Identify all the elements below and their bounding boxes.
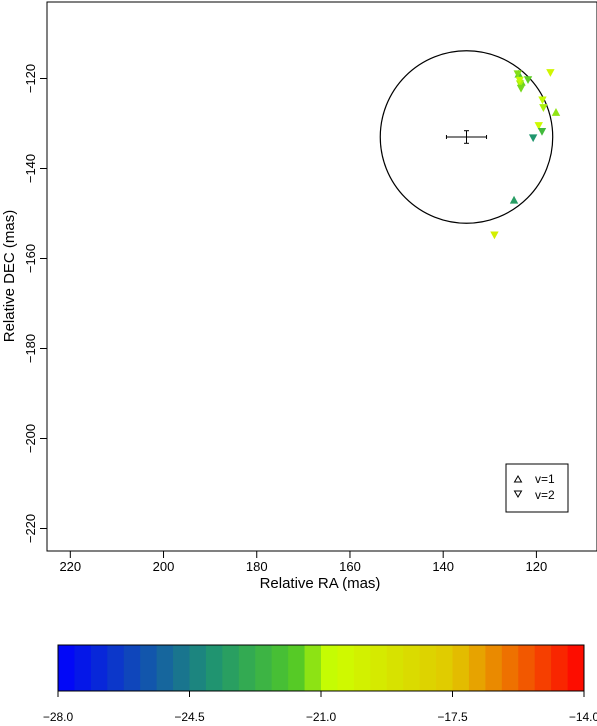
colorbar-segment xyxy=(436,645,453,691)
colorbar-tick-label: −14.0 xyxy=(569,710,597,724)
point-v2 xyxy=(523,76,533,85)
y-axis-title: Relative DEC (mas) xyxy=(1,210,18,343)
point-v2 xyxy=(515,80,525,89)
colorbar-segment xyxy=(107,645,125,691)
x-axis: 220 200 180 160 140 120 xyxy=(59,551,547,574)
plot-area xyxy=(46,1,597,552)
y-tick-label: −120 xyxy=(23,64,38,93)
point-v2 xyxy=(538,96,547,105)
x-tick-label: 220 xyxy=(59,559,81,574)
colorbar-segment xyxy=(518,645,536,691)
point-v1 xyxy=(509,195,519,204)
colorbar-segment xyxy=(321,645,338,691)
point-v2 xyxy=(490,231,499,240)
point-v2 xyxy=(546,69,555,77)
colorbar-segment xyxy=(74,645,92,691)
colorbar-segment xyxy=(551,645,568,691)
colorbar-segment xyxy=(189,645,207,691)
x-tick-label: 140 xyxy=(432,559,454,574)
x-tick-label: 180 xyxy=(246,559,268,574)
legend-label-v1: v=1 xyxy=(535,472,555,486)
colorbar-tick-label: −24.5 xyxy=(174,710,205,724)
point-v2 xyxy=(516,84,526,93)
point-v2 xyxy=(534,122,543,130)
y-tick-label: −180 xyxy=(23,334,38,363)
fit-circle xyxy=(379,50,554,224)
x-tick-label: 120 xyxy=(526,559,548,574)
x-tick-label: 200 xyxy=(153,559,175,574)
colorbar-segment xyxy=(567,645,585,691)
y-tick-label: −160 xyxy=(23,244,38,273)
legend-box xyxy=(505,463,569,513)
colorbar-segment xyxy=(403,645,421,691)
colorbar-tick-label: −21.0 xyxy=(306,710,337,724)
colorbar-segment xyxy=(485,645,503,691)
colorbar-segment xyxy=(140,645,158,691)
point-v2 xyxy=(515,76,524,85)
colorbar-segment xyxy=(419,645,437,691)
colorbar-segment xyxy=(370,645,388,691)
legend-marker-v2 xyxy=(513,490,523,498)
point-v2 xyxy=(528,134,538,143)
colorbar-segment xyxy=(386,645,404,691)
x-tick-label: 160 xyxy=(339,559,361,574)
colorbar-segments xyxy=(58,645,585,691)
data-points-layer xyxy=(490,69,561,240)
point-v2 xyxy=(513,70,522,79)
colorbar-segment xyxy=(534,645,552,691)
colorbar-ticks: −28.0 −24.5 −21.0 −17.5 −14.0 xyxy=(43,691,597,724)
colorbar-segment xyxy=(452,645,470,691)
legend-label-v2: v=2 xyxy=(535,488,555,502)
colorbar-segment xyxy=(156,645,174,691)
colorbar-segment xyxy=(205,645,223,691)
colorbar-segment xyxy=(222,645,240,691)
center-error-bar xyxy=(445,130,488,144)
colorbar-segment xyxy=(123,645,141,691)
colorbar-segment xyxy=(255,645,273,691)
colorbar-segment xyxy=(468,645,486,691)
point-v2 xyxy=(539,104,548,112)
y-tick-label: −200 xyxy=(23,424,38,453)
colorbar-segment xyxy=(271,645,289,691)
plot-frame xyxy=(46,1,597,552)
annotation-layer xyxy=(379,50,554,224)
y-tick-label: −140 xyxy=(23,154,38,183)
colorbar-segment xyxy=(238,645,256,691)
x-axis-title: Relative RA (mas) xyxy=(260,575,381,592)
colorbar-segment xyxy=(58,645,75,691)
colorbar: −28.0 −24.5 −21.0 −17.5 −14.0 xyxy=(43,644,597,724)
y-axis: −120 −140 −160 −180 −200 −220 xyxy=(23,64,47,543)
colorbar-segment xyxy=(173,645,190,691)
point-v2 xyxy=(537,128,547,136)
legend-marker-v1 xyxy=(513,475,523,483)
colorbar-tick-label: −17.5 xyxy=(437,710,468,724)
colorbar-segment xyxy=(90,645,108,691)
y-tick-label: −220 xyxy=(23,514,38,543)
point-v1 xyxy=(551,108,561,116)
legend: v=1 v=2 xyxy=(505,463,569,513)
colorbar-segment xyxy=(337,645,355,691)
colorbar-segment xyxy=(501,645,519,691)
colorbar-segment xyxy=(353,645,371,691)
colorbar-tick-label: −28.0 xyxy=(43,710,74,724)
colorbar-segment xyxy=(304,645,322,691)
colorbar-segment xyxy=(288,645,305,691)
